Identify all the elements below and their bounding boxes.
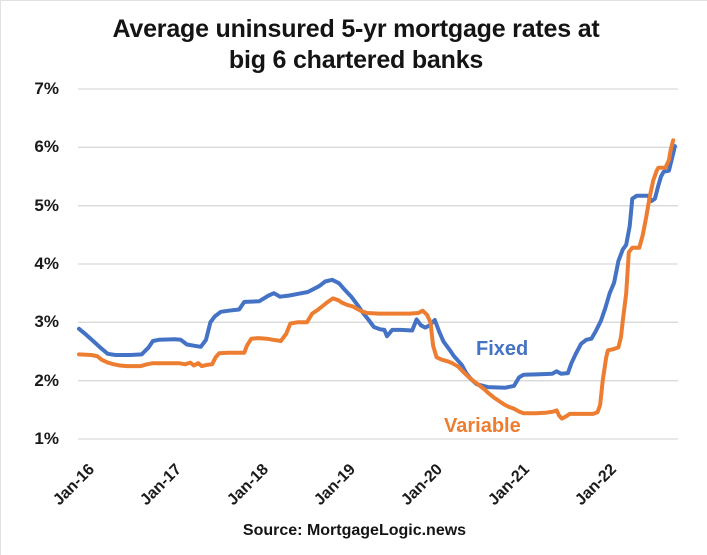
y-tick-label: 4% [34,254,59,273]
variable-rate-line [77,138,676,421]
variable-series-label: Variable [444,415,521,437]
y-tick-label: 7% [34,79,59,98]
y-tick-label: 3% [34,312,59,332]
y-tick-label: 2% [34,370,59,390]
chart-title: Average uninsured 5-yr mortgage rates at… [31,14,681,75]
y-tick-label: 6% [34,137,59,157]
source-attribution: Source: MortgageLogic.news [242,522,467,539]
y-tick-label: 5% [34,195,59,215]
chart-title-line1: Average uninsured 5-yr mortgage rates at [112,15,600,43]
chart-title-line2: big 6 chartered banks [228,45,484,74]
y-tick-label: 1% [34,429,59,448]
fixed-series-label: Fixed [476,338,529,360]
fixed-rate-line [77,144,677,390]
